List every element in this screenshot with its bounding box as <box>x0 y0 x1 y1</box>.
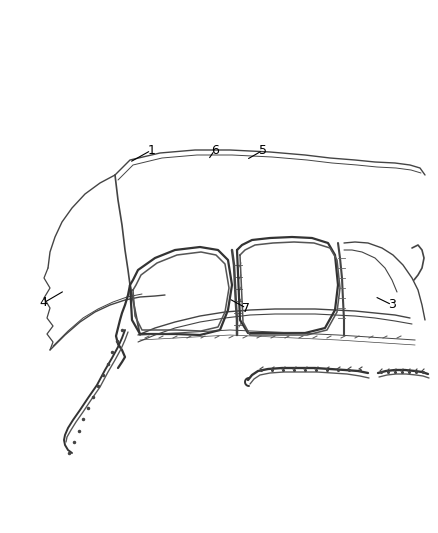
Text: 3: 3 <box>388 298 396 311</box>
Text: 5: 5 <box>259 144 267 157</box>
Text: 4: 4 <box>40 296 48 309</box>
Text: 1: 1 <box>147 144 155 157</box>
Text: 6: 6 <box>211 144 219 157</box>
Text: 7: 7 <box>242 302 250 314</box>
